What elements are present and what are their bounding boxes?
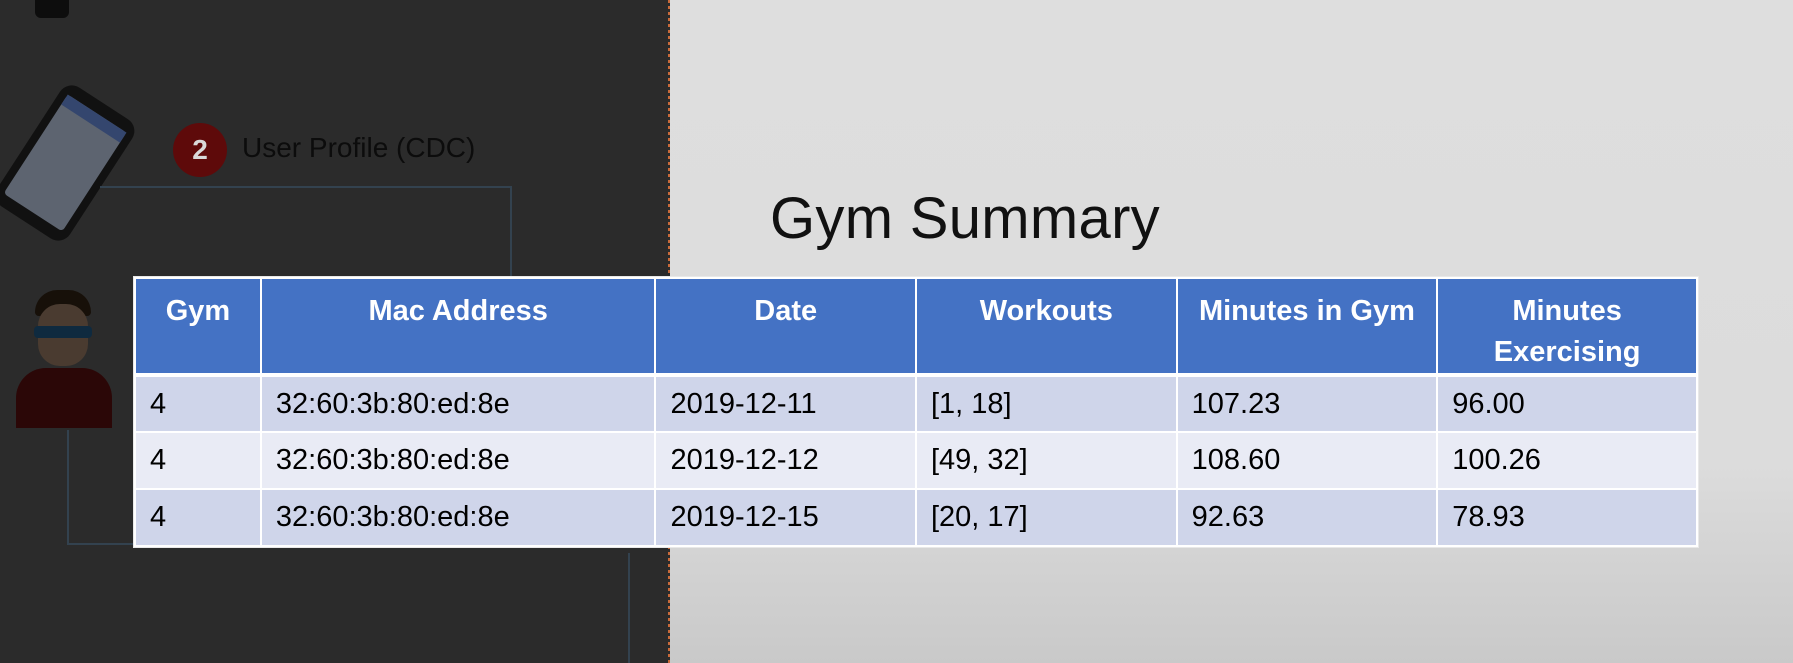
connector-line bbox=[67, 430, 69, 545]
header-minutes-in-gym: Minutes in Gym bbox=[1175, 277, 1439, 377]
header-gym: Gym bbox=[134, 277, 262, 377]
cell-workouts: [1, 18] bbox=[914, 374, 1178, 433]
header-minutes-exercising: Minutes Exercising bbox=[1436, 277, 1698, 377]
cell-workouts: [20, 17] bbox=[914, 488, 1178, 547]
table-row: 4 32:60:3b:80:ed:8e 2019-12-15 [20, 17] … bbox=[134, 488, 1698, 547]
avatar-body bbox=[16, 368, 112, 428]
gym-summary-table: Gym Mac Address Date Workouts Minutes in… bbox=[134, 277, 1698, 547]
table-title: Gym Summary bbox=[770, 186, 1160, 251]
cell-minutes-in-gym: 107.23 bbox=[1175, 374, 1439, 433]
cell-date: 2019-12-11 bbox=[654, 374, 917, 433]
step-badge: 2 bbox=[173, 123, 227, 177]
connector-line bbox=[628, 553, 630, 663]
table-row: 4 32:60:3b:80:ed:8e 2019-12-11 [1, 18] 1… bbox=[134, 374, 1698, 433]
cell-date: 2019-12-12 bbox=[654, 431, 917, 490]
person-avatar-icon bbox=[10, 290, 120, 430]
cell-gym: 4 bbox=[134, 431, 262, 490]
connector-line bbox=[100, 186, 512, 188]
cell-minutes-exercising: 100.26 bbox=[1436, 431, 1698, 490]
cell-mac-address: 32:60:3b:80:ed:8e bbox=[259, 431, 657, 490]
header-workouts: Workouts bbox=[914, 277, 1178, 377]
cell-date: 2019-12-15 bbox=[654, 488, 917, 547]
cell-gym: 4 bbox=[134, 374, 262, 433]
step-label: User Profile (CDC) bbox=[242, 132, 476, 163]
corner-shape bbox=[35, 0, 69, 18]
avatar-glasses bbox=[34, 326, 92, 338]
table-header-row: Gym Mac Address Date Workouts Minutes in… bbox=[134, 277, 1698, 377]
header-date: Date bbox=[654, 277, 917, 377]
connector-line bbox=[510, 186, 512, 276]
cell-gym: 4 bbox=[134, 488, 262, 547]
connector-line bbox=[67, 543, 135, 545]
cell-mac-address: 32:60:3b:80:ed:8e bbox=[259, 374, 657, 433]
cell-workouts: [49, 32] bbox=[914, 431, 1178, 490]
header-mac-address: Mac Address bbox=[259, 277, 657, 377]
phone-screen-bar bbox=[61, 94, 127, 143]
cell-minutes-in-gym: 92.63 bbox=[1175, 488, 1439, 547]
cell-mac-address: 32:60:3b:80:ed:8e bbox=[259, 488, 657, 547]
smartphone-icon bbox=[0, 80, 140, 246]
phone-screen bbox=[3, 94, 127, 232]
table-row: 4 32:60:3b:80:ed:8e 2019-12-12 [49, 32] … bbox=[134, 431, 1698, 490]
cell-minutes-exercising: 78.93 bbox=[1436, 488, 1698, 547]
cell-minutes-in-gym: 108.60 bbox=[1175, 431, 1439, 490]
cell-minutes-exercising: 96.00 bbox=[1436, 374, 1698, 433]
